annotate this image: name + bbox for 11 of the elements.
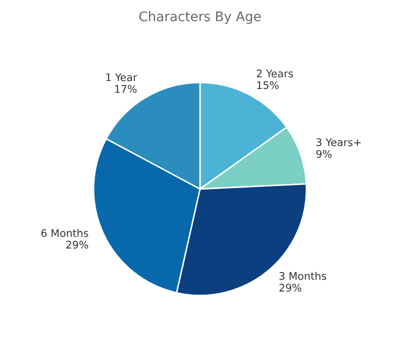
data-label: 9% <box>316 150 332 158</box>
slice-label: 6 Months <box>41 228 88 238</box>
slice-label: 2 Years <box>256 70 293 78</box>
data-label: 15% <box>257 81 279 90</box>
slice-label: 1 Year <box>106 73 138 82</box>
chart-title: Characters By Age <box>139 11 261 24</box>
data-label: 17% <box>115 84 137 93</box>
slice-label: 3 Months <box>279 272 326 280</box>
slice-label: 3 Years+ <box>316 138 361 146</box>
data-label: 29% <box>66 240 88 249</box>
data-label: 29% <box>279 284 302 292</box>
